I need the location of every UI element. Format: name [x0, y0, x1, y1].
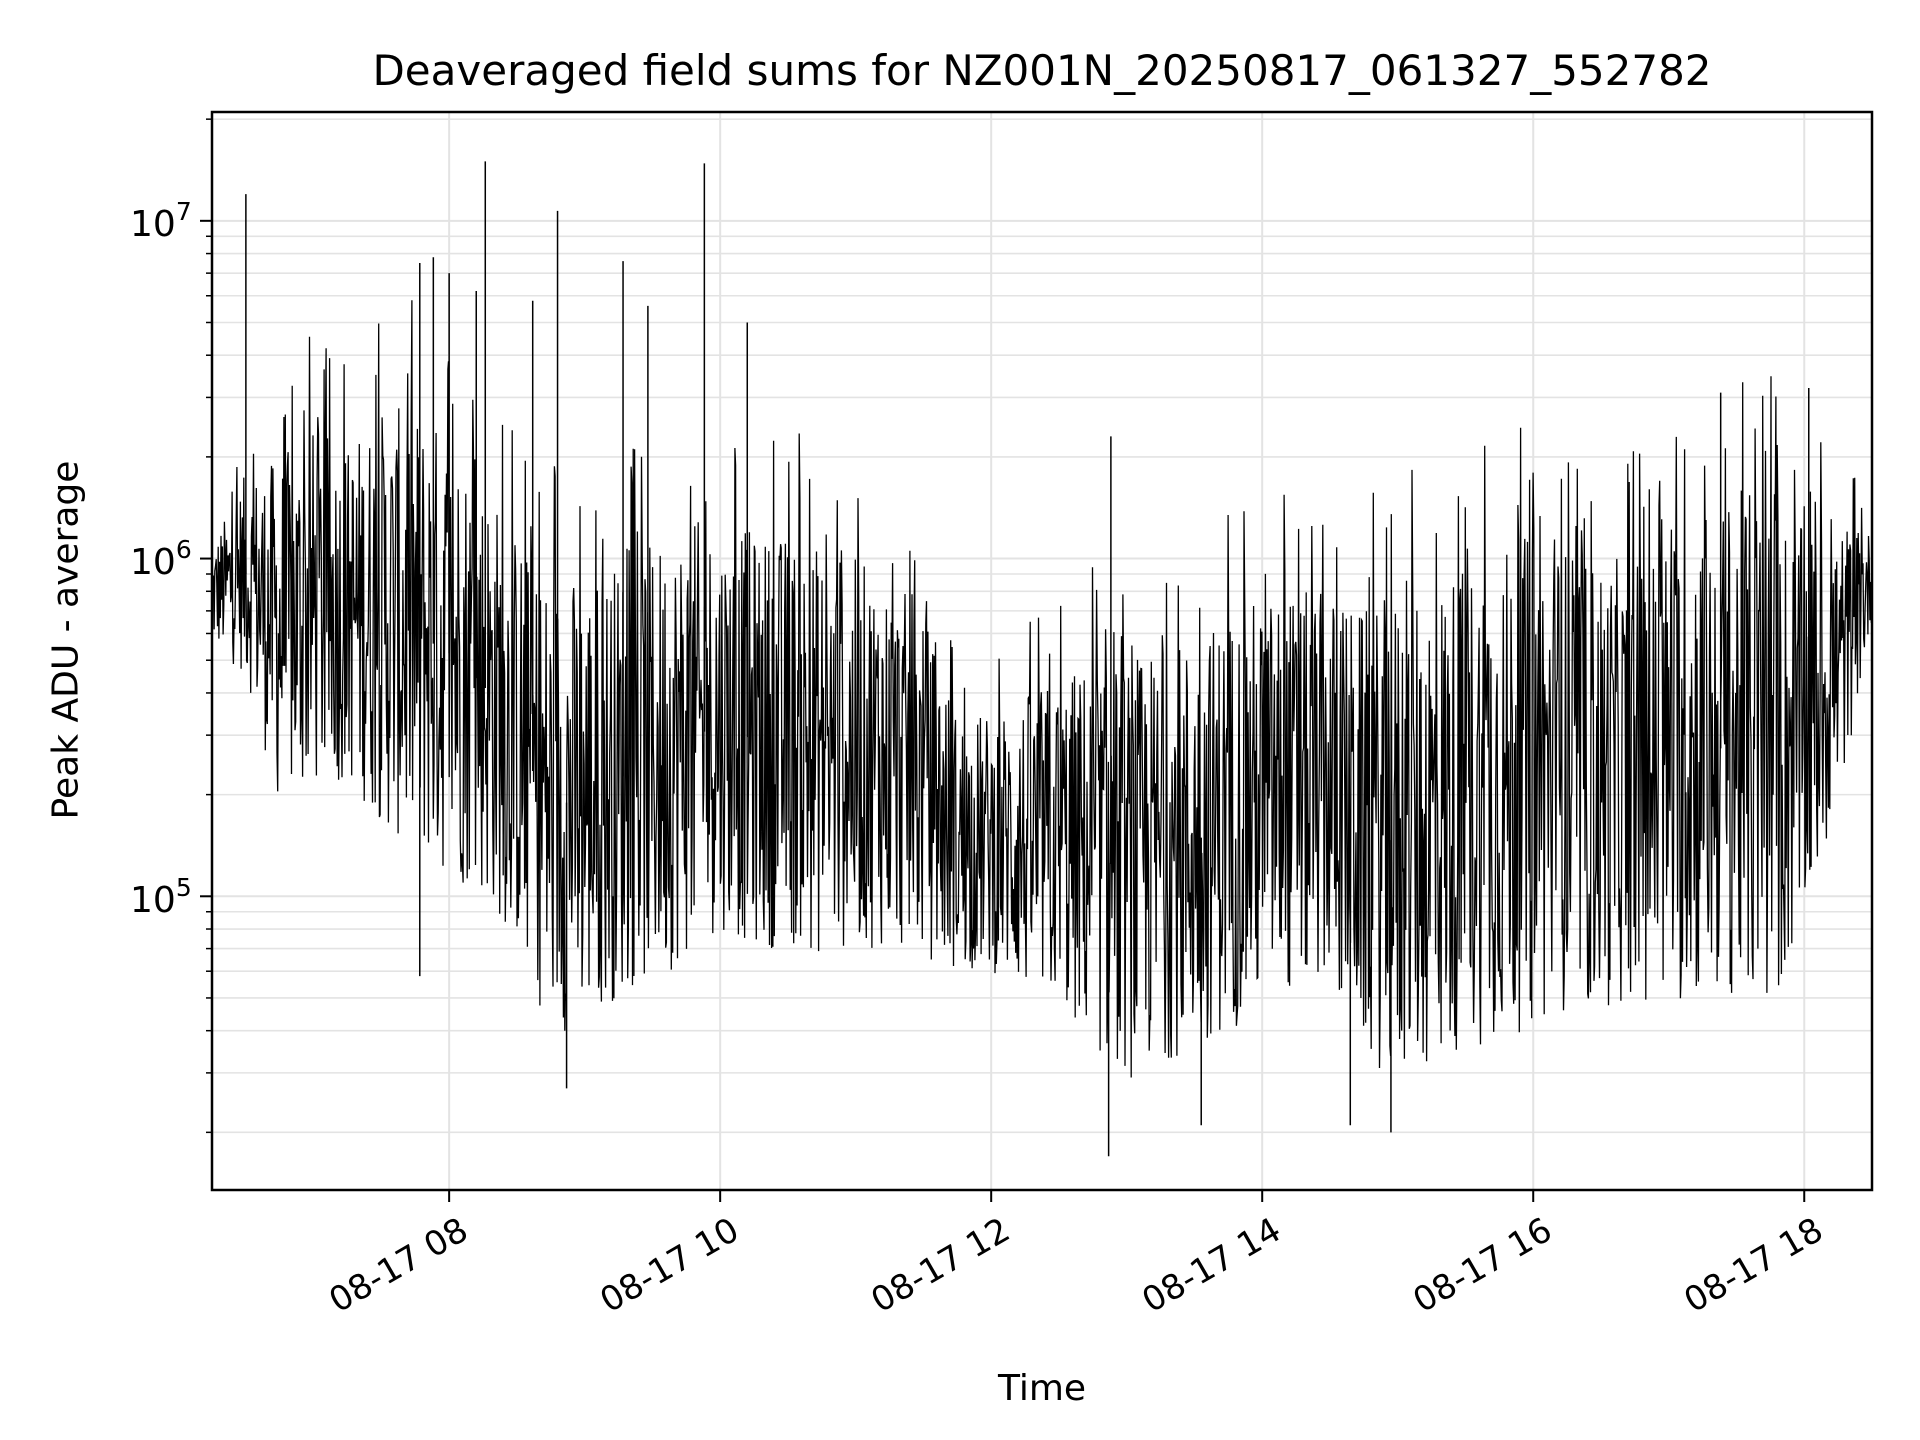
y-tick-exponent: 7	[175, 197, 192, 227]
y-tick-label: 105	[130, 873, 192, 921]
y-axis-label: Peak ADU - average	[45, 460, 87, 820]
y-tick-label: 107	[130, 197, 192, 246]
axes-frame	[210, 110, 1874, 1192]
y-tick-base: 10	[130, 542, 176, 584]
y-tick-base: 10	[130, 204, 176, 246]
plot-area	[211, 161, 1873, 1157]
y-tick-exponent: 6	[175, 535, 192, 565]
x-axis-label: Time	[997, 1368, 1087, 1409]
y-tick-exponent: 5	[175, 872, 192, 902]
chart-title: Deaveraged field sums for NZ001N_2025081…	[372, 46, 1712, 95]
y-tick-label: 106	[130, 535, 192, 584]
series-line	[211, 300, 1873, 1078]
y-tick-base: 10	[130, 879, 176, 921]
